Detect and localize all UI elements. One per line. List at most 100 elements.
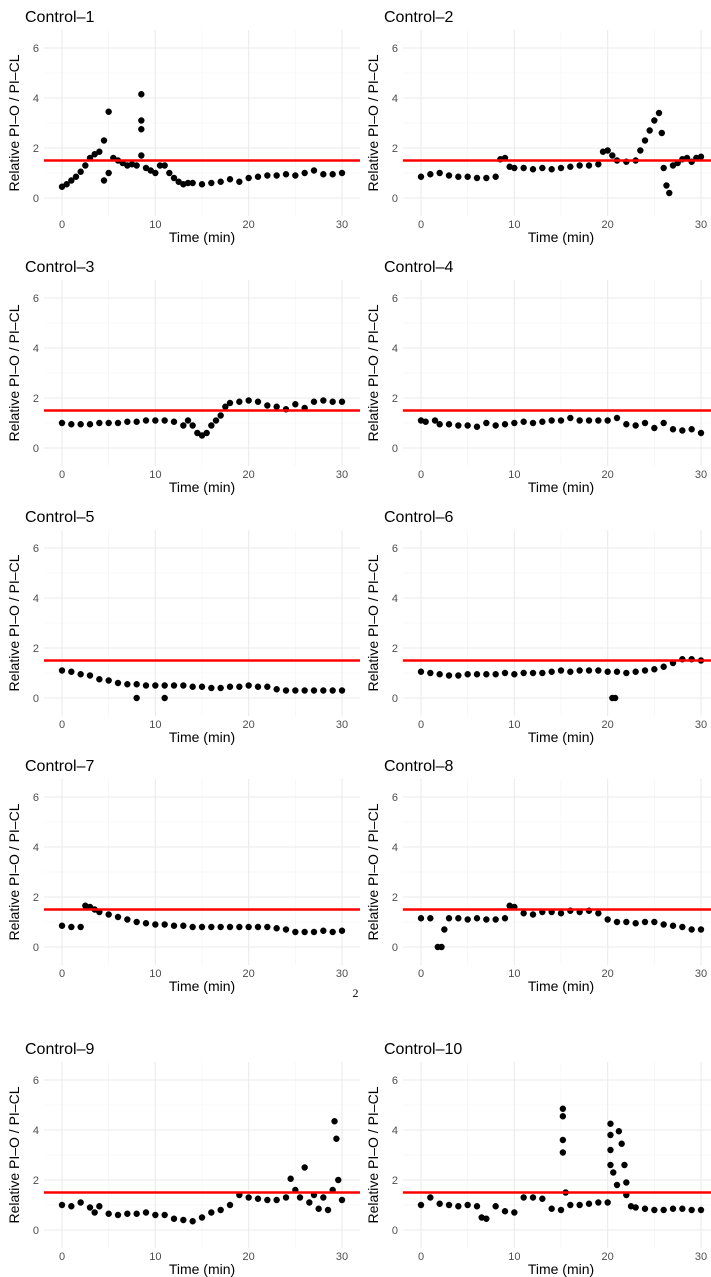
data-point: [688, 426, 695, 433]
data-point: [595, 910, 602, 917]
data-point: [632, 422, 639, 429]
data-point: [329, 171, 336, 178]
x-axis-label: Time (min): [528, 1261, 594, 1277]
x-tick-label: 10: [149, 968, 161, 980]
data-point: [273, 1196, 280, 1204]
data-point: [660, 663, 667, 670]
data-point: [483, 419, 490, 427]
data-point: [152, 169, 159, 177]
x-axis-label: Time (min): [528, 978, 594, 994]
data-point: [585, 667, 593, 674]
panel-title: Control–2: [384, 9, 453, 26]
x-tick-label: 0: [59, 469, 65, 481]
data-point: [152, 921, 159, 928]
data-point: [338, 1196, 346, 1204]
data-point: [427, 915, 434, 922]
data-point: [170, 1215, 178, 1222]
data-point: [557, 910, 565, 917]
data-point: [58, 922, 66, 929]
data-point: [604, 1199, 611, 1206]
data-point: [273, 172, 280, 179]
x-tick-label: 30: [695, 469, 707, 481]
x-tick-label: 30: [336, 469, 348, 481]
y-tick-label: 2: [392, 393, 398, 405]
data-point: [222, 403, 229, 410]
data-point: [422, 418, 429, 425]
x-axis-label: Time (min): [528, 479, 594, 495]
y-tick-label: 4: [33, 343, 39, 355]
data-point: [501, 669, 509, 677]
data-point: [663, 182, 670, 189]
chart-panel-5: 0 10 20 30 0 2 4 6 Control–5 Time (min) Relative P…: [6, 509, 360, 745]
x-tick-label: 20: [602, 219, 614, 231]
y-tick-label: 6: [392, 43, 398, 55]
data-point: [236, 683, 243, 690]
panel-title: Control–1: [25, 9, 94, 26]
data-point: [161, 417, 168, 424]
data-point: [245, 174, 252, 182]
data-point: [138, 91, 145, 98]
x-tick-label: 10: [508, 719, 520, 731]
data-point: [264, 683, 271, 690]
y-tick-label: 2: [392, 1175, 398, 1187]
data-point: [417, 668, 425, 675]
data-point: [660, 164, 667, 172]
data-point: [529, 669, 537, 677]
x-tick-label: 10: [508, 1251, 520, 1263]
data-point: [180, 1216, 187, 1224]
data-point: [632, 920, 639, 927]
y-axis-label: Relative PI–O / PI–CL: [365, 54, 381, 191]
data-point: [557, 667, 565, 674]
data-point: [226, 399, 234, 407]
data-point: [91, 1209, 98, 1216]
data-point: [301, 928, 308, 936]
x-tick-label: 0: [59, 1251, 65, 1263]
data-point: [264, 402, 271, 409]
data-point: [142, 920, 150, 927]
data-point: [445, 915, 453, 922]
data-point: [697, 926, 705, 933]
data-point: [548, 166, 555, 173]
chart-panel-7: 0 10 20 30 0 2 4 6 Control–7 Time (min) Relative P…: [6, 758, 360, 994]
y-tick-label: 2: [392, 643, 398, 655]
data-point: [585, 1200, 593, 1207]
x-tick-label: 20: [243, 469, 255, 481]
data-point: [292, 401, 299, 408]
data-point: [68, 1203, 75, 1210]
data-point: [180, 922, 187, 929]
data-point: [226, 923, 234, 931]
data-point: [156, 162, 164, 169]
x-tick-label: 0: [418, 1251, 424, 1263]
data-point: [68, 668, 75, 675]
y-tick-label: 0: [392, 1225, 398, 1237]
data-point: [301, 169, 308, 177]
data-point: [559, 1149, 567, 1156]
data-point: [105, 677, 112, 684]
data-point: [607, 1161, 614, 1169]
data-point: [669, 426, 677, 433]
data-point: [427, 1194, 434, 1201]
data-point: [105, 108, 112, 115]
x-tick-label: 20: [602, 719, 614, 731]
data-point: [613, 668, 621, 675]
data-point: [333, 1135, 340, 1142]
y-tick-label: 6: [33, 43, 39, 55]
data-point: [105, 169, 112, 177]
data-point: [208, 179, 215, 187]
data-point: [170, 174, 178, 182]
data-point: [464, 1201, 471, 1209]
data-point: [501, 421, 509, 428]
data-point: [77, 168, 84, 175]
y-tick-label: 0: [33, 193, 39, 205]
chart-panel-3: 0 10 20 30 0 2 4 6 Control–3 Time (min) Relative P…: [6, 259, 360, 495]
y-tick-label: 4: [392, 842, 398, 854]
chart-panel-9: 0 10 20 30 0 2 4 6 Control–9 Time (min) Relative P…: [6, 1041, 360, 1277]
x-tick-label: 10: [508, 469, 520, 481]
data-point: [697, 429, 705, 437]
data-point: [539, 1195, 546, 1202]
data-point: [658, 129, 665, 137]
data-point: [520, 669, 527, 677]
data-point: [632, 668, 639, 675]
data-point: [473, 174, 481, 182]
data-point: [133, 162, 140, 169]
